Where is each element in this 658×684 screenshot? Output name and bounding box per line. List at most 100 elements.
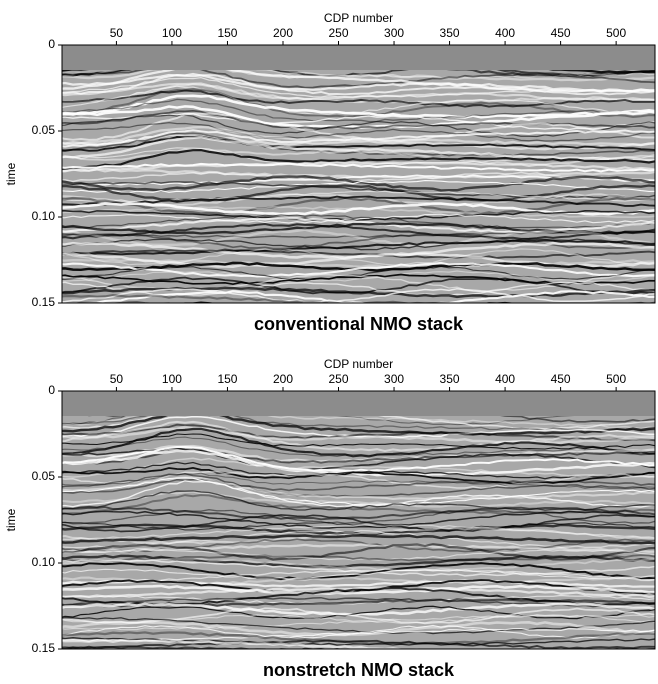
- x-tick-label: 500: [606, 372, 626, 386]
- frame: [61, 44, 656, 304]
- texture-stripe: [62, 288, 655, 303]
- texture-stripe: [62, 171, 655, 183]
- texture-stripe: [62, 466, 655, 485]
- x-tick-label: 200: [273, 26, 293, 40]
- texture-stripe: [62, 286, 655, 299]
- texture-stripe: [62, 190, 655, 202]
- texture-stripe: [62, 558, 655, 572]
- texture-stripe: [62, 149, 655, 170]
- texture-stripe: [62, 509, 655, 525]
- x-axis-label: CDP number: [324, 357, 393, 371]
- x-tick-label: 350: [440, 26, 460, 40]
- seismic-image: [62, 45, 655, 303]
- texture-stripe: [62, 88, 655, 119]
- texture-stripe: [62, 83, 655, 104]
- texture-stripe: [62, 135, 655, 162]
- texture-stripe: [62, 133, 655, 151]
- panel-title: nonstretch NMO stack: [263, 660, 455, 680]
- texture-stripe: [62, 594, 655, 605]
- texture-stripe: [62, 180, 655, 194]
- y-tick-label: 0: [48, 37, 55, 51]
- texture-stripe: [62, 470, 655, 489]
- texture-stripe: [62, 261, 655, 278]
- texture-stripe: [62, 476, 655, 501]
- texture-stripe: [62, 433, 655, 450]
- texture-stripe: [62, 89, 655, 108]
- texture-stripe: [62, 228, 655, 247]
- x-axis-label: CDP number: [324, 11, 393, 25]
- x-tick-label: 450: [551, 372, 571, 386]
- y-tick-label: 0.10: [32, 209, 56, 223]
- x-tick-label: 50: [110, 372, 124, 386]
- texture-stripe: [62, 98, 655, 123]
- texture-stripe: [62, 446, 655, 472]
- texture-stripe: [62, 607, 655, 625]
- y-axis-label: time: [4, 508, 18, 531]
- texture-stripe: [62, 529, 655, 549]
- texture-stripe: [62, 526, 655, 545]
- texture-stripe: [62, 195, 655, 207]
- x-tick-label: 500: [606, 26, 626, 40]
- texture-stripe: [62, 554, 655, 569]
- x-tick-label: 300: [384, 372, 404, 386]
- texture-stripe: [62, 265, 655, 281]
- x-tick-label: 400: [495, 372, 515, 386]
- texture-stripe: [62, 637, 655, 646]
- texture-stripe: [62, 94, 655, 119]
- texture-stripe: [62, 543, 655, 561]
- texture-stripe: [62, 478, 655, 494]
- texture-stripe: [62, 411, 655, 436]
- y-tick-label: 0.05: [32, 469, 56, 483]
- texture-stripe: [62, 121, 655, 142]
- y-tick-label: 0.15: [32, 641, 56, 655]
- y-tick-label: 0.05: [32, 123, 56, 137]
- texture-stripe: [62, 548, 655, 561]
- texture-stripe: [62, 114, 655, 138]
- texture-stripe: [62, 638, 436, 649]
- texture-stripe: [62, 184, 655, 202]
- texture-stripe: [62, 646, 294, 649]
- texture-stripe: [62, 559, 655, 577]
- texture-stripe: [62, 506, 655, 521]
- x-tick-label: 250: [328, 26, 348, 40]
- texture-stripe: [62, 568, 655, 580]
- texture-stripe: [62, 586, 655, 599]
- texture-stripe: [180, 301, 527, 303]
- x-tick-label: 200: [273, 372, 293, 386]
- texture-stripe: [62, 579, 655, 595]
- muted-band: [62, 391, 655, 416]
- x-tick-label: 100: [162, 26, 182, 40]
- x-tick-label: 450: [551, 26, 571, 40]
- texture-stripe: [62, 248, 655, 266]
- texture-stripe: [62, 477, 655, 506]
- texture-stripe: [62, 109, 655, 130]
- texture-stripe: [62, 617, 655, 635]
- texture-stripe: [62, 213, 655, 224]
- texture-stripe: [62, 423, 655, 442]
- texture-stripe: [62, 524, 655, 541]
- x-tick-label: 50: [110, 26, 124, 40]
- texture-stripe: [62, 135, 655, 152]
- texture-stripe: [278, 647, 655, 649]
- x-tick-label: 300: [384, 26, 404, 40]
- x-tick-label: 400: [495, 26, 515, 40]
- texture-stripe: [62, 510, 655, 529]
- texture-stripe: [62, 472, 655, 490]
- texture-stripe: [62, 521, 655, 531]
- texture-stripe: [62, 621, 655, 637]
- texture-stripe: [62, 534, 655, 545]
- y-tick-label: 0: [48, 383, 55, 397]
- texture-stripe: [62, 129, 655, 148]
- texture-stripe: [62, 161, 655, 173]
- texture-stripe: [62, 132, 655, 157]
- frame: [61, 390, 656, 650]
- y-axis-label: time: [4, 162, 18, 185]
- texture-stripe: [62, 73, 655, 93]
- texture-stripe: [62, 162, 655, 173]
- texture-stripe: [62, 239, 655, 256]
- texture-stripe: [62, 457, 655, 479]
- texture-stripe: [62, 605, 655, 620]
- x-tick-label: 150: [217, 26, 237, 40]
- x-tick-label: 250: [328, 372, 348, 386]
